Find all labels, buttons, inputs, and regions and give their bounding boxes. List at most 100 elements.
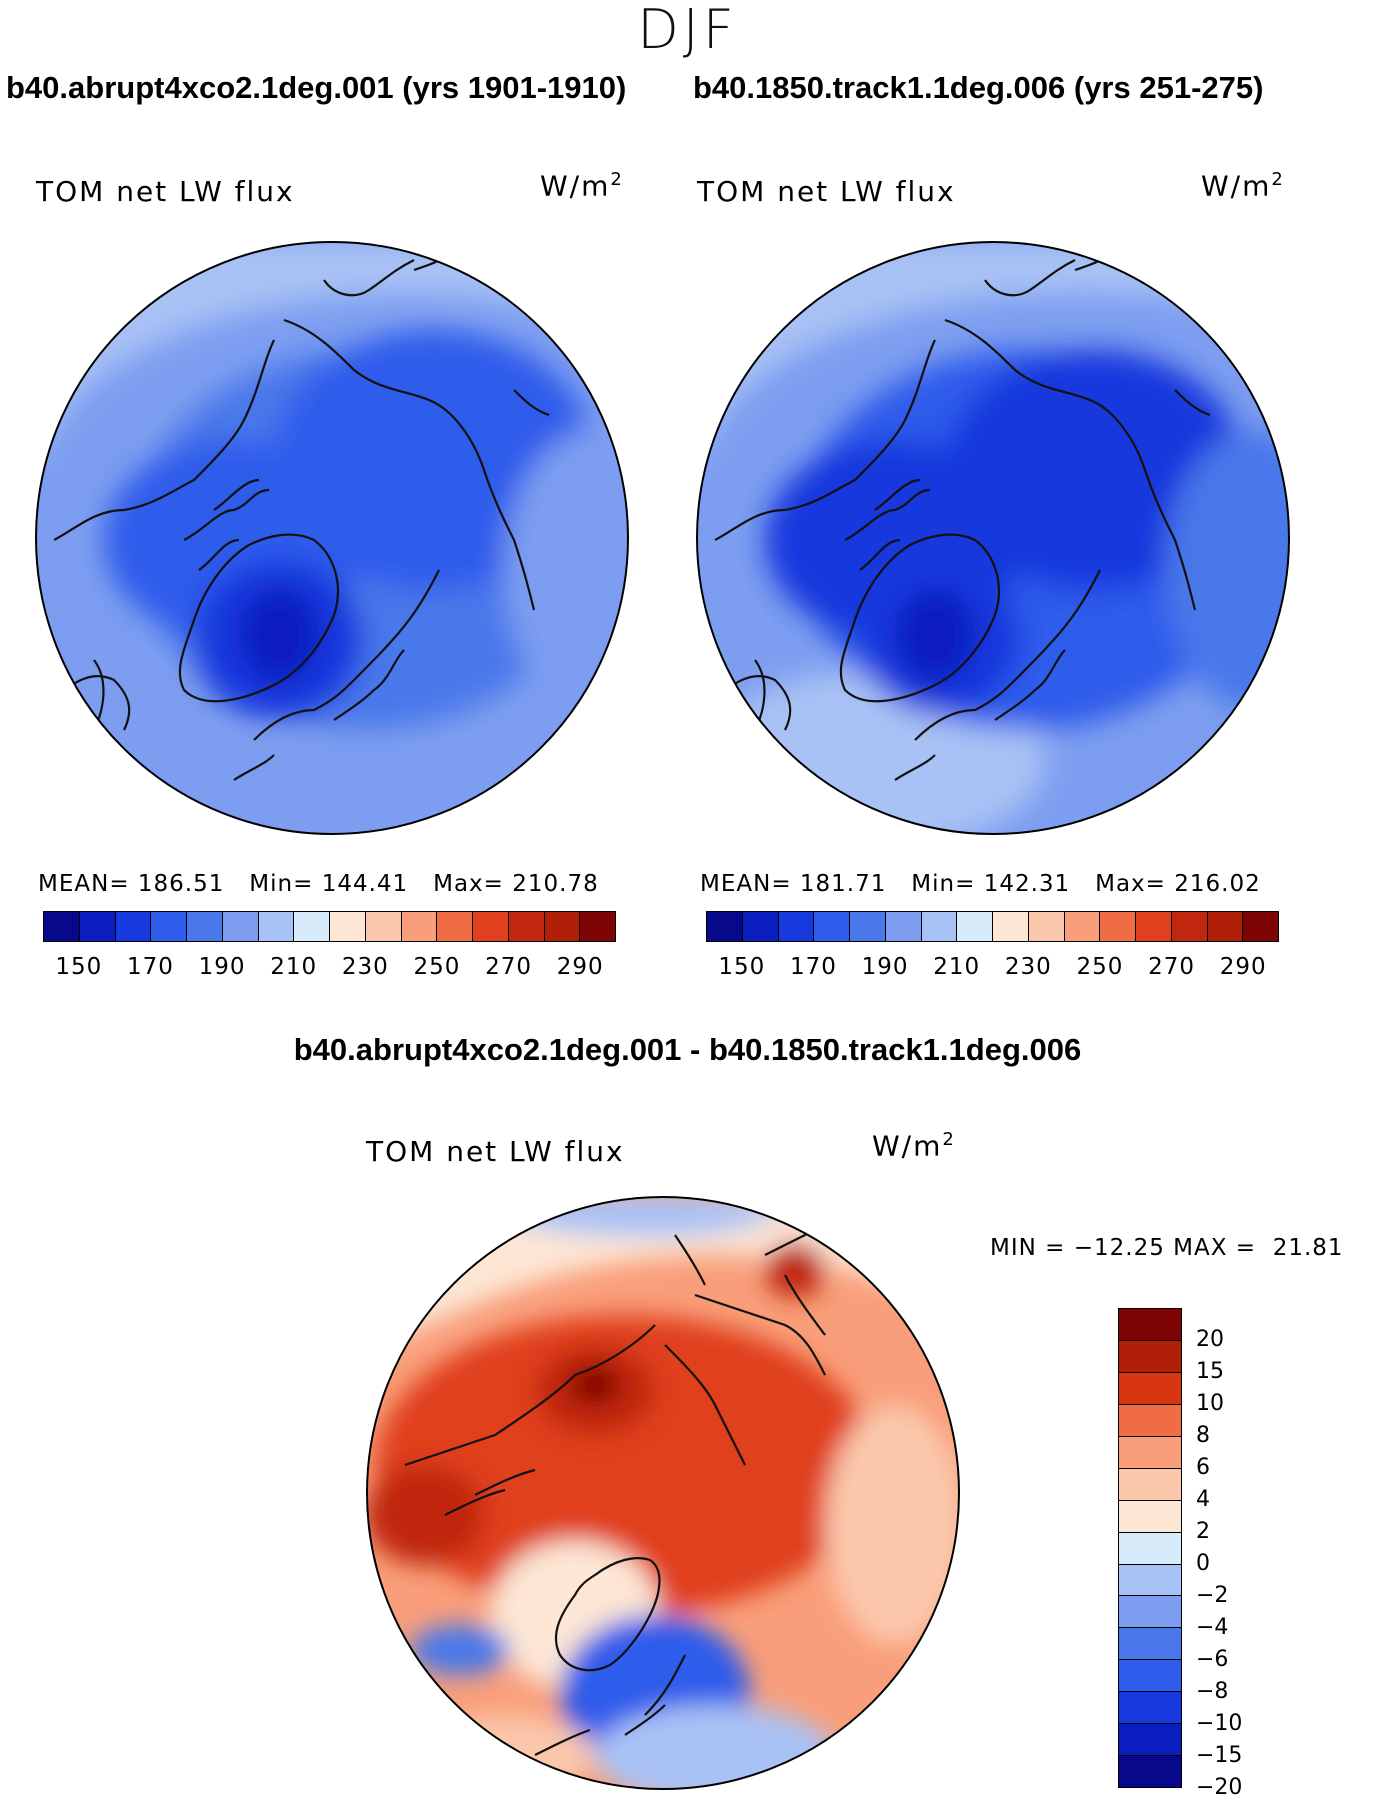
diff-colorbar-tick-label: −15 xyxy=(1196,1743,1243,1768)
diff-field-alaska xyxy=(765,1242,825,1298)
panel1-colorbar-swatch xyxy=(151,912,187,941)
panel2-map xyxy=(696,241,1290,835)
diff-colorbar-tick-label: 20 xyxy=(1196,1327,1224,1352)
panel2-field-pacific xyxy=(1165,430,1289,710)
panel1-colorbar-tick-label: 190 xyxy=(198,954,246,980)
diff-colorbar-swatch xyxy=(1119,1628,1181,1661)
diff-units: W/m2 xyxy=(872,1129,956,1163)
panel1-colorbar-swatch xyxy=(79,912,116,941)
panel1-colorbar-tick-label: 250 xyxy=(413,954,461,980)
diff-title: b40.abrupt4xco2.1deg.001 - b40.1850.trac… xyxy=(293,1032,1082,1067)
panel2-case-title: b40.1850.track1.1deg.006 (yrs 251-275) xyxy=(693,70,1264,105)
panel2-coast-archipelago xyxy=(844,478,931,571)
diff-colorbar-swatch xyxy=(1119,1404,1181,1437)
diff-colorbar-tick-label: 0 xyxy=(1196,1551,1210,1576)
panel1-field-greenland-core xyxy=(239,587,319,683)
diff-colorbar xyxy=(1118,1308,1182,1788)
diff-colorbar-tick-label: 8 xyxy=(1196,1423,1210,1448)
panel1-field-outer-light xyxy=(36,242,628,470)
diff-colorbar-swatch xyxy=(1119,1340,1181,1373)
panel2-units: W/m2 xyxy=(1201,169,1285,203)
panel1-colorbar-swatch xyxy=(544,912,581,941)
panel1-colorbar-swatch xyxy=(44,912,80,941)
panel2-variable-label: TOM net LW flux xyxy=(697,175,956,208)
panel2-colorbar-swatch xyxy=(707,912,743,941)
panel2-colorbar-swatch xyxy=(814,912,850,941)
panel2-colorbar-swatch xyxy=(1028,912,1065,941)
diff-colorbar-tick-label: −4 xyxy=(1196,1615,1229,1640)
panel2-colorbar-tick-label: 250 xyxy=(1076,954,1124,980)
panel2-colorbar-swatch xyxy=(1243,912,1278,941)
panel2-colorbar xyxy=(706,911,1279,942)
diff-colorbar-tick-label: −10 xyxy=(1196,1711,1243,1736)
panel1-colorbar-swatch xyxy=(187,912,223,941)
diff-field-max xyxy=(570,1367,620,1403)
diff-coast-archipelago xyxy=(444,1468,536,1516)
panel1-coast-greenland xyxy=(178,533,339,703)
panel2-colorbar-tick-label: 270 xyxy=(1148,954,1196,980)
diff-colorbar-swatch xyxy=(1119,1436,1181,1469)
diff-coast-siberia xyxy=(404,1324,656,1467)
panel2-colorbar-tick-label: 190 xyxy=(861,954,909,980)
panel2-colorbar-tick-label: 290 xyxy=(1219,954,1267,980)
diff-variable-label: TOM net LW flux xyxy=(366,1135,625,1168)
panel1-colorbar-tick-label: 290 xyxy=(556,954,604,980)
panel2-coast-europe xyxy=(894,679,1016,781)
panel1-colorbar-tick-label: 270 xyxy=(485,954,533,980)
diff-field-canada-core xyxy=(367,1465,485,1565)
panel2-colorbar-swatch xyxy=(1100,912,1136,941)
diff-field-pacific xyxy=(825,1405,959,1645)
diff-stats: MIN = −12.25 MAX = 21.81 xyxy=(990,1235,1344,1261)
panel2-colorbar-swatch xyxy=(1171,912,1208,941)
panel2-colorbar-swatch xyxy=(1064,912,1101,941)
diff-colorbar-tick-label: 4 xyxy=(1196,1487,1210,1512)
panel2-coast-greenland xyxy=(839,533,1000,703)
panel1-field-atlantic xyxy=(94,740,494,834)
panel1-coast-archipelago xyxy=(183,478,270,571)
diff-colorbar-swatch xyxy=(1119,1596,1181,1629)
diff-coast-greenland xyxy=(555,1557,661,1672)
panel2-colorbar-tick-label: 170 xyxy=(789,954,837,980)
panel1-colorbar-swatch xyxy=(580,912,615,941)
panel1-colorbar-swatch xyxy=(437,912,473,941)
panel1-colorbar-swatch xyxy=(330,912,366,941)
panel1-colorbar-tick-label: 170 xyxy=(126,954,174,980)
panel1-colorbar-tick-label: 230 xyxy=(341,954,389,980)
diff-coast-europe xyxy=(534,1728,591,1756)
panel2-field-outer-light xyxy=(697,242,1289,470)
panel1-colorbar xyxy=(43,911,616,942)
panel1-variable-label: TOM net LW flux xyxy=(36,175,295,208)
panel2-colorbar-swatch xyxy=(1207,912,1244,941)
panel1-colorbar-swatch xyxy=(294,912,330,941)
diff-field-europe xyxy=(415,1715,595,1789)
panel1-units: W/m2 xyxy=(540,169,624,203)
diff-colorbar-swatch xyxy=(1119,1372,1181,1405)
diff-colorbar-swatch xyxy=(1119,1756,1181,1788)
diff-colorbar-tick-label: 10 xyxy=(1196,1391,1224,1416)
diff-coast-canada xyxy=(664,1344,746,1466)
panel2-colorbar-tick-label: 210 xyxy=(933,954,981,980)
panel1-map-border xyxy=(35,241,629,835)
panel2-colorbar-swatch xyxy=(921,912,958,941)
panel1-map xyxy=(35,241,629,835)
panel1-coast-europe xyxy=(233,679,355,781)
diff-colorbar-swatch xyxy=(1119,1724,1181,1757)
panel1-coast-kamchatka xyxy=(513,389,550,417)
panel1-colorbar-swatch xyxy=(115,912,152,941)
diff-colorbar-swatch xyxy=(1119,1692,1181,1725)
panel1-colorbar-swatch xyxy=(508,912,545,941)
diff-colorbar-tick-label: −6 xyxy=(1196,1647,1229,1672)
diff-colorbar-tick-label: 15 xyxy=(1196,1359,1224,1384)
diff-colorbar-swatch xyxy=(1119,1468,1181,1501)
diff-colorbar-tick-label: −8 xyxy=(1196,1679,1229,1704)
panel2-colorbar-swatch xyxy=(885,912,922,941)
panel2-colorbar-tick-label: 150 xyxy=(718,954,766,980)
season-title: DJF xyxy=(637,0,738,61)
diff-colorbar-swatch xyxy=(1119,1564,1181,1597)
panel2-colorbar-swatch xyxy=(1136,912,1172,941)
panel2-colorbar-swatch xyxy=(742,912,779,941)
panel2-map-border xyxy=(696,241,1290,835)
panel1-coast-scandinavia xyxy=(333,569,440,721)
panel1-colorbar-swatch xyxy=(401,912,438,941)
diff-colorbar-swatch xyxy=(1119,1309,1181,1341)
